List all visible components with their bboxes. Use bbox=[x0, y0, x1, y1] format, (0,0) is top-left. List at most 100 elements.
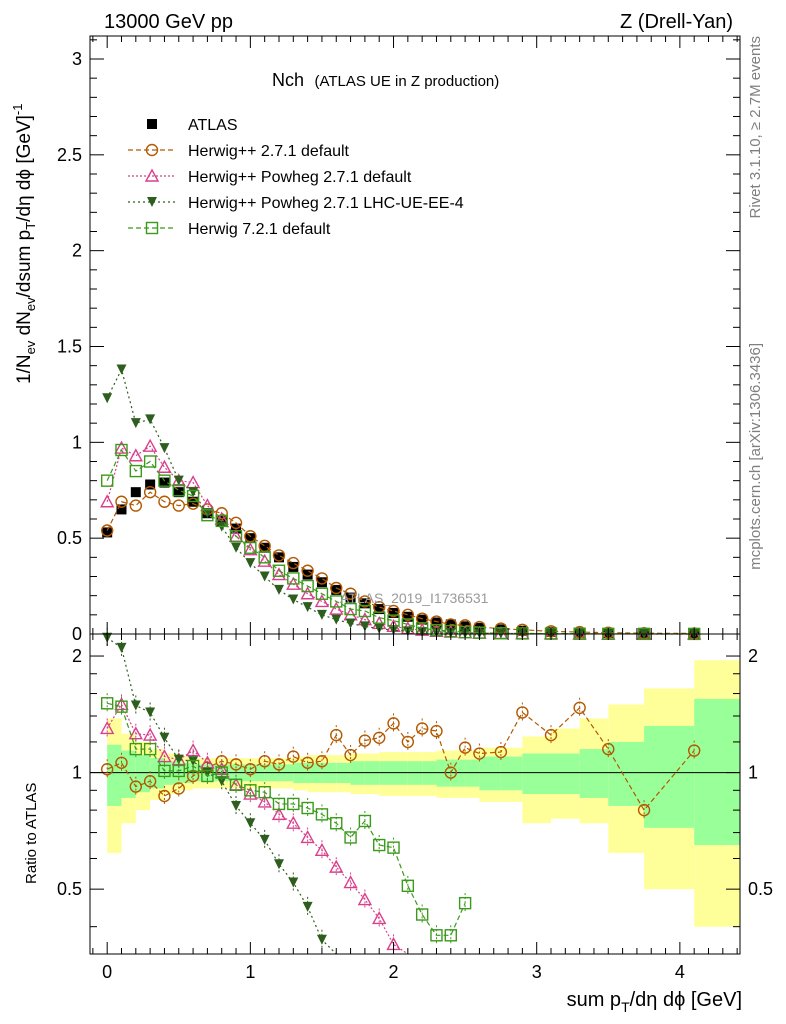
legend: ATLAS Herwig++ 2.7.1 default Herwig++ Powh… bbox=[128, 117, 464, 238]
ratio-point bbox=[444, 766, 457, 779]
main-point bbox=[143, 485, 157, 499]
main-y-axis-label: 1/Nev dNev/dsum pT/dη dϕ [GeV]-1 bbox=[10, 104, 38, 385]
main-point bbox=[316, 609, 327, 620]
main-point bbox=[172, 484, 185, 497]
legend-label: Herwig++ 2.7.1 default bbox=[188, 143, 350, 160]
rivet-label: Rivet 3.1.10, ≥ 2.7M events bbox=[747, 36, 764, 219]
band-inner-bin bbox=[500, 756, 523, 791]
main-point bbox=[129, 499, 143, 512]
x-axis-label: sum pT/dη dϕ [GeV] bbox=[567, 989, 742, 1015]
ratio-point bbox=[401, 735, 415, 749]
ratio-point bbox=[287, 750, 300, 763]
main-y-tick-label: 3 bbox=[72, 49, 82, 69]
main-point bbox=[259, 571, 270, 582]
ratio-point bbox=[215, 766, 228, 779]
ratio-point bbox=[115, 700, 128, 713]
main-point bbox=[358, 595, 372, 608]
plot-title-main: Nch bbox=[272, 70, 304, 90]
main-point bbox=[316, 577, 327, 588]
legend-label: Herwig++ Powheg 2.7.1 LHC-UE-EE-4 bbox=[188, 195, 464, 212]
ratio-point bbox=[201, 769, 214, 783]
ratio-point bbox=[145, 707, 156, 718]
main-series-line bbox=[106, 448, 695, 635]
main-point bbox=[344, 587, 357, 600]
ratio-uncertainty-bands bbox=[90, 660, 740, 927]
main-point bbox=[158, 474, 171, 487]
main-point bbox=[359, 598, 370, 609]
main-point bbox=[157, 459, 172, 473]
ratio-point bbox=[288, 877, 299, 888]
ratio-point bbox=[329, 859, 344, 873]
ratio-point bbox=[687, 744, 701, 757]
main-point bbox=[302, 569, 313, 580]
ratio-point bbox=[229, 778, 243, 791]
ratio-point bbox=[244, 784, 257, 797]
ratio-point bbox=[344, 748, 357, 762]
main-y-tick-label: 1 bbox=[72, 432, 82, 452]
main-point bbox=[215, 507, 228, 520]
main-point bbox=[244, 541, 257, 554]
main-point bbox=[288, 594, 299, 605]
main-point bbox=[100, 524, 114, 537]
band-inner-bin bbox=[644, 725, 695, 828]
main-point bbox=[331, 614, 342, 625]
ratio-point bbox=[172, 782, 185, 795]
ratio-point bbox=[300, 829, 315, 844]
ratio-point bbox=[458, 741, 472, 754]
main-point bbox=[272, 549, 286, 562]
ratio-point bbox=[128, 726, 143, 740]
ratio-point bbox=[602, 742, 615, 756]
main-point bbox=[245, 533, 256, 544]
plot-title-sub: (ATLAS UE in Z production) bbox=[314, 73, 499, 90]
ratio-point bbox=[100, 763, 114, 776]
ratio-point bbox=[229, 758, 243, 771]
main-point bbox=[388, 607, 399, 618]
main-point bbox=[301, 564, 314, 577]
main-point bbox=[273, 552, 284, 563]
main-point bbox=[331, 584, 342, 595]
ratio-point bbox=[258, 785, 271, 799]
legend-label: Herwig++ Powheg 2.7.1 default bbox=[188, 169, 412, 186]
band-inner-bin bbox=[579, 749, 609, 798]
analysis-watermark: ATLAS_2019_I1736531 bbox=[340, 590, 489, 606]
band-inner-bin bbox=[107, 744, 122, 806]
ratio-point bbox=[258, 755, 271, 768]
ratio-point bbox=[315, 808, 329, 821]
axis-ticks: 0 1 2 3 4 0.5 1 1.5 2 2.5 3 0 0.5 0.5 1 1 2 2 bbox=[57, 36, 773, 982]
main-point bbox=[359, 621, 370, 632]
ratio-point bbox=[314, 842, 330, 856]
band-inner-bin bbox=[479, 756, 501, 791]
band-inner-bin bbox=[608, 741, 645, 806]
main-point bbox=[402, 611, 413, 622]
band-inner-bin bbox=[150, 758, 165, 789]
main-panel-data bbox=[100, 364, 702, 641]
ratio-point bbox=[330, 728, 343, 742]
main-y-tick-label: 1.5 bbox=[57, 337, 82, 357]
ratio-point bbox=[272, 758, 286, 771]
band-inner-bin bbox=[522, 753, 552, 795]
ratio-point bbox=[271, 806, 287, 821]
ratio-point bbox=[372, 911, 387, 925]
main-point bbox=[329, 601, 344, 615]
main-point bbox=[358, 604, 372, 618]
main-point bbox=[143, 455, 157, 468]
ratio-point bbox=[257, 794, 272, 808]
main-point bbox=[373, 611, 386, 624]
ratio-point bbox=[343, 875, 358, 889]
ratio-point bbox=[244, 763, 257, 776]
ratio-point bbox=[373, 731, 386, 744]
main-point bbox=[173, 475, 184, 486]
ratio-point bbox=[315, 755, 329, 768]
ratio-point bbox=[273, 859, 284, 870]
band-inner-bin bbox=[436, 759, 451, 787]
main-point bbox=[145, 479, 156, 490]
main-point bbox=[417, 614, 428, 625]
main-point bbox=[302, 602, 313, 613]
ratio-point bbox=[243, 786, 258, 800]
main-point bbox=[172, 499, 185, 512]
band-inner-bin bbox=[465, 759, 480, 787]
main-point bbox=[271, 567, 287, 581]
x-tick-label: 4 bbox=[675, 962, 685, 982]
main-point bbox=[142, 438, 158, 452]
